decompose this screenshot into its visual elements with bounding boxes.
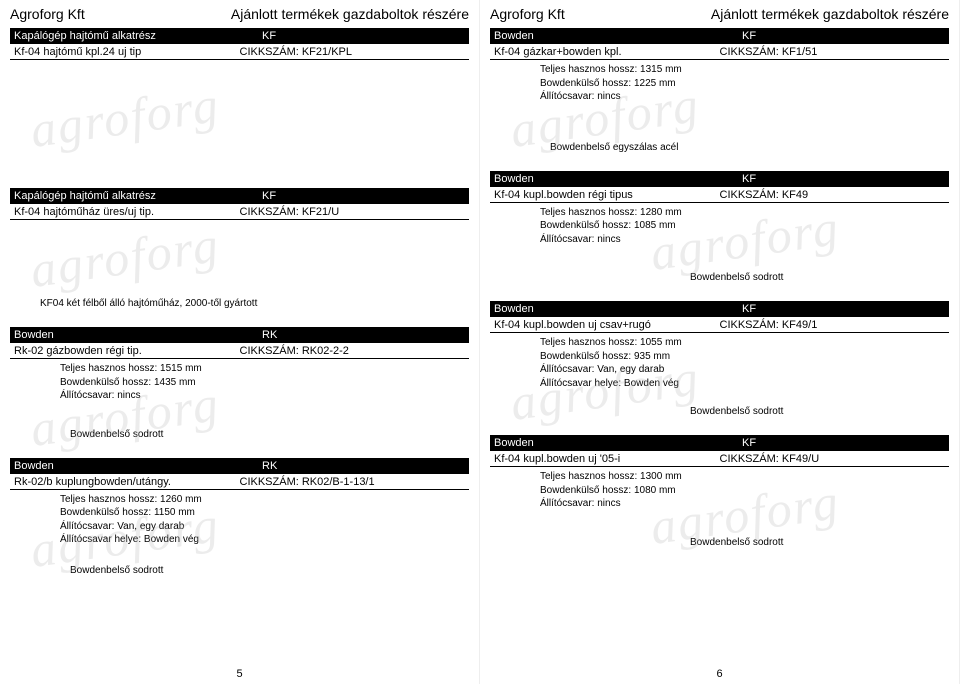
- item-note: KF04 két félből álló hajtóműház, 2000-tő…: [10, 290, 469, 309]
- spec-line: Teljes hasznos hossz: 1315 mm: [540, 63, 949, 77]
- item-code: CIKKSZÁM: KF49/1: [720, 319, 946, 331]
- item-bar: Kf-04 gázkar+bowden kpl. CIKKSZÁM: KF1/5…: [490, 44, 949, 60]
- category-bar: Kapálógép hajtómű alkatrész KF: [10, 188, 469, 204]
- brand-label: KF: [742, 173, 945, 185]
- catalog-entry: Bowden KF Kf-04 kupl.bowden uj csav+rugó…: [490, 301, 949, 417]
- catalog-entry: Bowden RK Rk-02 gázbowden régi tip. CIKK…: [10, 327, 469, 440]
- spec-line: Teljes hasznos hossz: 1515 mm: [60, 362, 469, 376]
- item-bar: Kf-04 hajtóműház üres/uj tip. CIKKSZÁM: …: [10, 204, 469, 220]
- page-header: Agroforg Kft Ajánlott termékek gazdabolt…: [10, 6, 469, 22]
- brand-label: RK: [262, 460, 465, 472]
- category-label: Kapálógép hajtómű alkatrész: [14, 190, 262, 202]
- item-note: Bowdenbelső sodrott: [10, 421, 469, 440]
- item-code: CIKKSZÁM: KF21/U: [240, 206, 466, 218]
- spec-line: Állítócsavar helye: Bowden vég: [540, 377, 949, 391]
- spec-line: Állítócsavar: nincs: [540, 497, 949, 511]
- brand-label: KF: [262, 30, 465, 42]
- brand-label: KF: [262, 190, 465, 202]
- item-specs: Teljes hasznos hossz: 1515 mm Bowdenküls…: [10, 359, 469, 403]
- item-specs: Teljes hasznos hossz: 1280 mm Bowdenküls…: [490, 203, 949, 247]
- item-code: CIKKSZÁM: RK02-2-2: [240, 345, 466, 357]
- item-name: Rk-02 gázbowden régi tip.: [14, 345, 240, 357]
- item-bar: Kf-04 kupl.bowden uj '05-i CIKKSZÁM: KF4…: [490, 451, 949, 467]
- item-name: Kf-04 hajtóműház üres/uj tip.: [14, 206, 240, 218]
- item-bar: Kf-04 kupl.bowden régi tipus CIKKSZÁM: K…: [490, 187, 949, 203]
- company-name: Agroforg Kft: [10, 6, 85, 22]
- spec-line: Teljes hasznos hossz: 1055 mm: [540, 336, 949, 350]
- item-name: Rk-02/b kuplungbowden/utángy.: [14, 476, 240, 488]
- category-bar: Bowden RK: [10, 327, 469, 343]
- catalog-entry: Bowden RK Rk-02/b kuplungbowden/utángy. …: [10, 458, 469, 576]
- category-label: Kapálógép hajtómű alkatrész: [14, 30, 262, 42]
- item-name: Kf-04 kupl.bowden uj csav+rugó: [494, 319, 720, 331]
- category-label: Bowden: [14, 460, 262, 472]
- doc-title: Ajánlott termékek gazdaboltok részére: [711, 6, 949, 22]
- brand-label: KF: [742, 303, 945, 315]
- item-specs: Teljes hasznos hossz: 1300 mm Bowdenküls…: [490, 467, 949, 511]
- spec-line: Állítócsavar: nincs: [540, 90, 949, 104]
- brand-label: KF: [742, 437, 945, 449]
- spec-line: Bowdenkülső hossz: 1150 mm: [60, 506, 469, 520]
- item-name: Kf-04 kupl.bowden régi tipus: [494, 189, 720, 201]
- category-label: Bowden: [494, 173, 742, 185]
- page-header: Agroforg Kft Ajánlott termékek gazdabolt…: [490, 6, 949, 22]
- page-right: Agroforg Kft Ajánlott termékek gazdabolt…: [480, 0, 960, 684]
- item-code: CIKKSZÁM: KF1/51: [720, 46, 946, 58]
- category-bar: Bowden KF: [490, 171, 949, 187]
- item-note: Bowdenbelső sodrott: [490, 264, 949, 283]
- spec-line: Bowdenkülső hossz: 1435 mm: [60, 376, 469, 390]
- item-note: Bowdenbelső sodrott: [10, 557, 469, 576]
- item-bar: Rk-02/b kuplungbowden/utángy. CIKKSZÁM: …: [10, 474, 469, 490]
- company-name: Agroforg Kft: [490, 6, 565, 22]
- spec-line: Teljes hasznos hossz: 1300 mm: [540, 470, 949, 484]
- page-number: 6: [716, 668, 722, 680]
- catalog-entry: Bowden KF Kf-04 kupl.bowden uj '05-i CIK…: [490, 435, 949, 548]
- spec-line: Teljes hasznos hossz: 1280 mm: [540, 206, 949, 220]
- item-name: Kf-04 gázkar+bowden kpl.: [494, 46, 720, 58]
- item-name: Kf-04 hajtómű kpl.24 uj tip: [14, 46, 240, 58]
- category-bar: Bowden RK: [10, 458, 469, 474]
- category-bar: Bowden KF: [490, 435, 949, 451]
- item-code: CIKKSZÁM: KF21/KPL: [240, 46, 466, 58]
- item-note: Bowdenbelső sodrott: [490, 529, 949, 548]
- spec-line: Állítócsavar: nincs: [540, 233, 949, 247]
- spec-line: Teljes hasznos hossz: 1260 mm: [60, 493, 469, 507]
- item-specs: Teljes hasznos hossz: 1260 mm Bowdenküls…: [10, 490, 469, 547]
- item-note: Bowdenbelső egyszálas acél: [490, 134, 949, 153]
- item-code: CIKKSZÁM: RK02/B-1-13/1: [240, 476, 466, 488]
- item-specs: Teljes hasznos hossz: 1315 mm Bowdenküls…: [490, 60, 949, 104]
- item-name: Kf-04 kupl.bowden uj '05-i: [494, 453, 720, 465]
- item-note: Bowdenbelső sodrott: [490, 398, 949, 417]
- category-label: Bowden: [494, 437, 742, 449]
- spec-line: Bowdenkülső hossz: 1080 mm: [540, 484, 949, 498]
- spec-line: Bowdenkülső hossz: 935 mm: [540, 350, 949, 364]
- catalog-entry: Bowden KF Kf-04 gázkar+bowden kpl. CIKKS…: [490, 28, 949, 153]
- catalog-entry: Bowden KF Kf-04 kupl.bowden régi tipus C…: [490, 171, 949, 284]
- spec-line: Állítócsavar: Van, egy darab: [540, 363, 949, 377]
- item-bar: Kf-04 hajtómű kpl.24 uj tip CIKKSZÁM: KF…: [10, 44, 469, 60]
- category-label: Bowden: [494, 303, 742, 315]
- category-bar: Bowden KF: [490, 301, 949, 317]
- category-label: Bowden: [494, 30, 742, 42]
- category-bar: Kapálógép hajtómű alkatrész KF: [10, 28, 469, 44]
- catalog-entry: Kapálógép hajtómű alkatrész KF Kf-04 haj…: [10, 188, 469, 309]
- catalog-entry: Kapálógép hajtómű alkatrész KF Kf-04 haj…: [10, 28, 469, 170]
- doc-title: Ajánlott termékek gazdaboltok részére: [231, 6, 469, 22]
- spec-line: Állítócsavar helye: Bowden vég: [60, 533, 469, 547]
- item-code: CIKKSZÁM: KF49/U: [720, 453, 946, 465]
- item-bar: Rk-02 gázbowden régi tip. CIKKSZÁM: RK02…: [10, 343, 469, 359]
- category-label: Bowden: [14, 329, 262, 341]
- category-bar: Bowden KF: [490, 28, 949, 44]
- spec-line: Állítócsavar: nincs: [60, 389, 469, 403]
- page-number: 5: [236, 668, 242, 680]
- spec-line: Bowdenkülső hossz: 1085 mm: [540, 219, 949, 233]
- spec-line: Állítócsavar: Van, egy darab: [60, 520, 469, 534]
- brand-label: RK: [262, 329, 465, 341]
- item-code: CIKKSZÁM: KF49: [720, 189, 946, 201]
- spec-line: Bowdenkülső hossz: 1225 mm: [540, 77, 949, 91]
- item-bar: Kf-04 kupl.bowden uj csav+rugó CIKKSZÁM:…: [490, 317, 949, 333]
- brand-label: KF: [742, 30, 945, 42]
- page-left: Agroforg Kft Ajánlott termékek gazdabolt…: [0, 0, 480, 684]
- item-specs: Teljes hasznos hossz: 1055 mm Bowdenküls…: [490, 333, 949, 390]
